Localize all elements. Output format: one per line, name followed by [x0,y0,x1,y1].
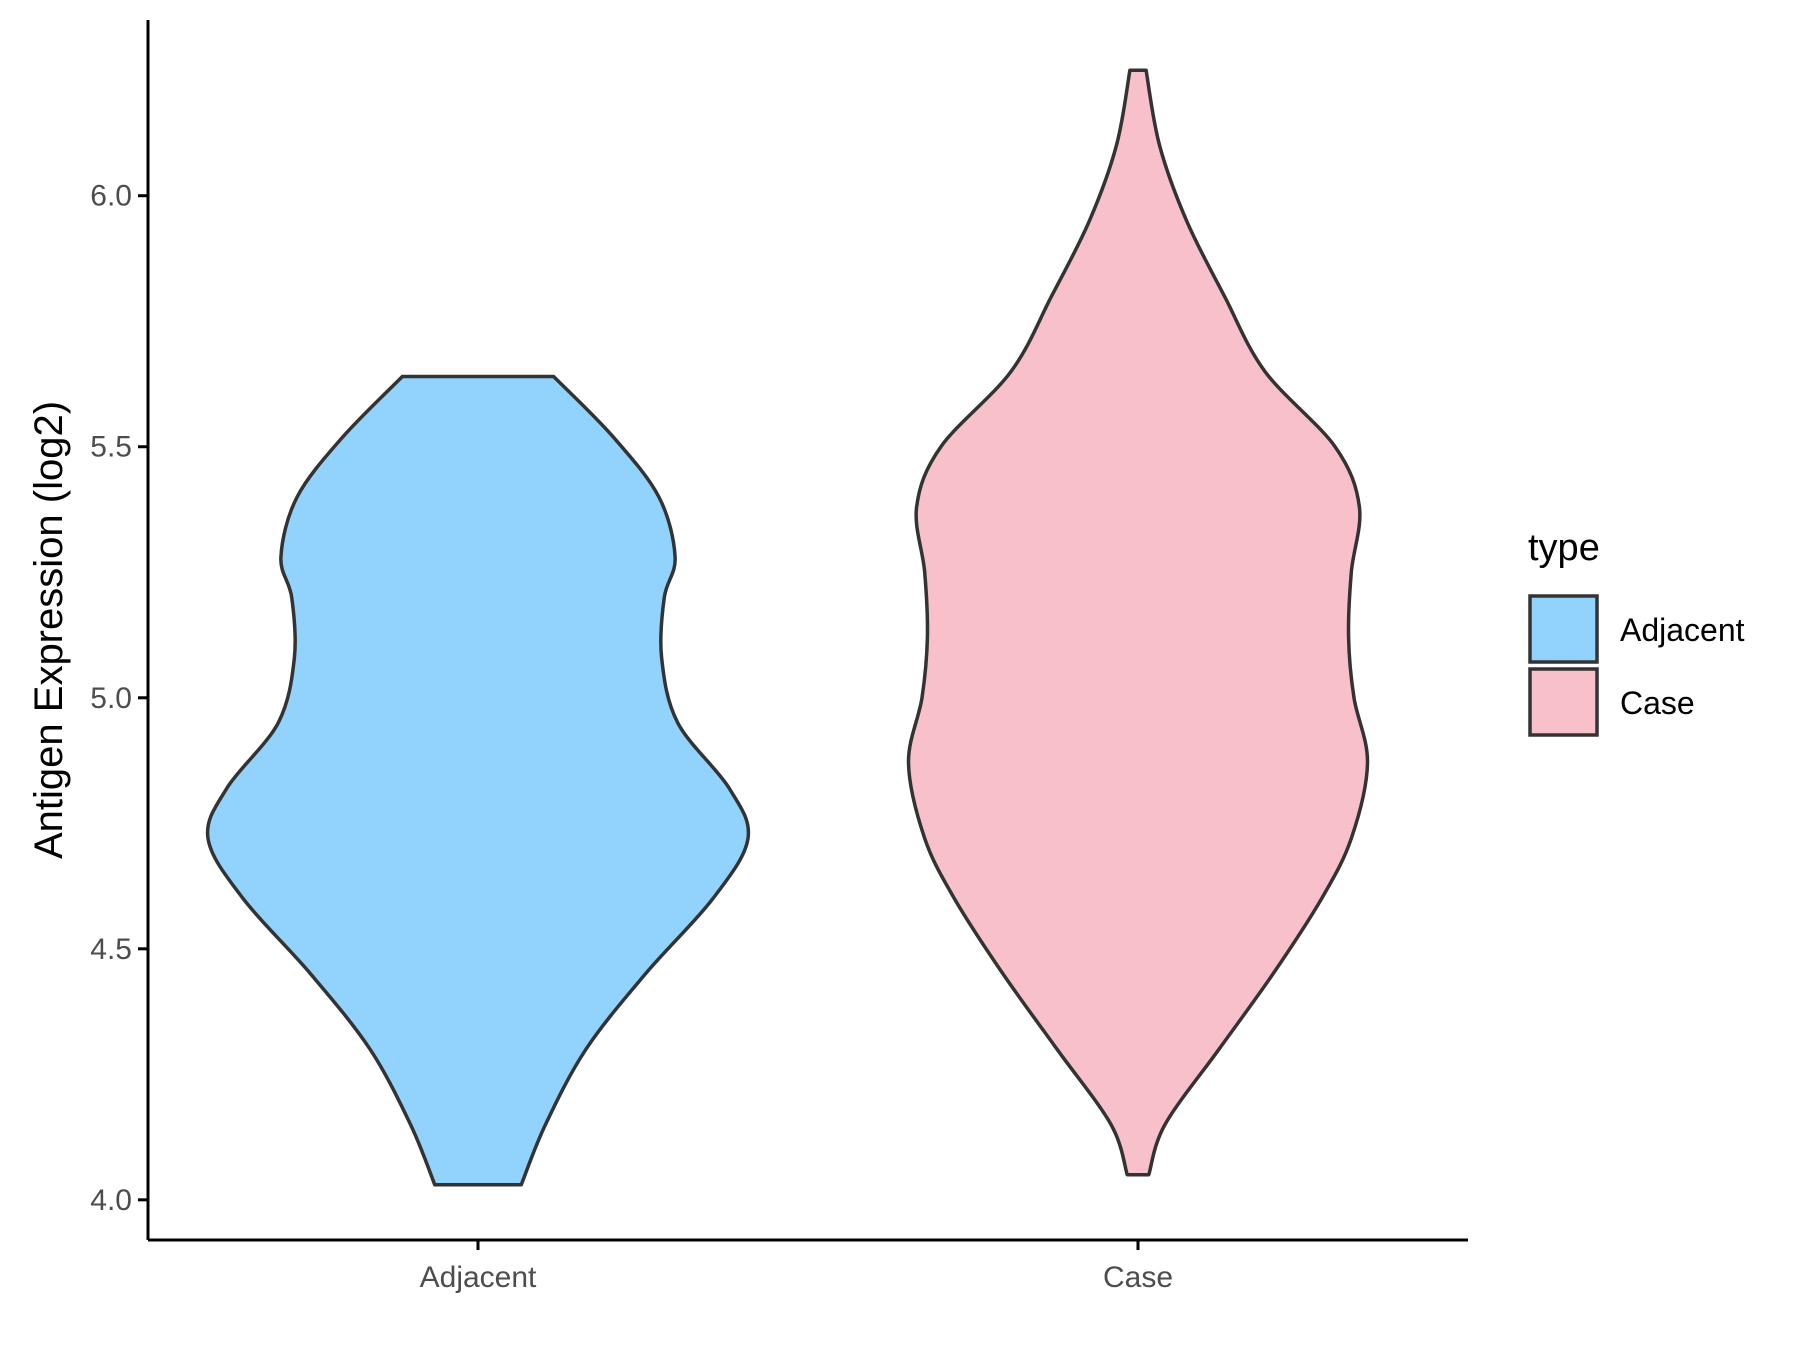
y-tick-label: 4.5 [90,933,132,966]
y-ticks: 4.0 4.5 5.0 5.5 6.0 [90,180,148,1217]
legend-label-case: Case [1620,685,1695,721]
y-tick-label: 6.0 [90,180,132,213]
legend-label-adjacent: Adjacent [1620,612,1745,648]
legend-title: type [1528,527,1600,569]
legend-swatch-case [1528,667,1599,737]
axes-layer: 4.0 4.5 5.0 5.5 6.0 Adjacent Case [90,20,1468,1294]
legend-swatch-adjacent [1528,594,1599,664]
x-tick-label: Adjacent [420,1261,537,1294]
violins-layer [205,68,1370,1187]
violin-adjacent [205,374,751,1187]
y-tick-label: 5.5 [90,431,132,464]
x-ticks: Adjacent Case [420,1240,1173,1294]
y-tick-label: 5.0 [90,682,132,715]
y-tick-label: 4.0 [90,1184,132,1217]
legend: type Adjacent Case [1528,527,1745,737]
legend-items: Adjacent Case [1528,594,1745,737]
x-tick-label: Case [1103,1261,1173,1294]
violin-case [906,68,1370,1177]
y-axis-title: Antigen Expression (log2) [27,401,71,859]
